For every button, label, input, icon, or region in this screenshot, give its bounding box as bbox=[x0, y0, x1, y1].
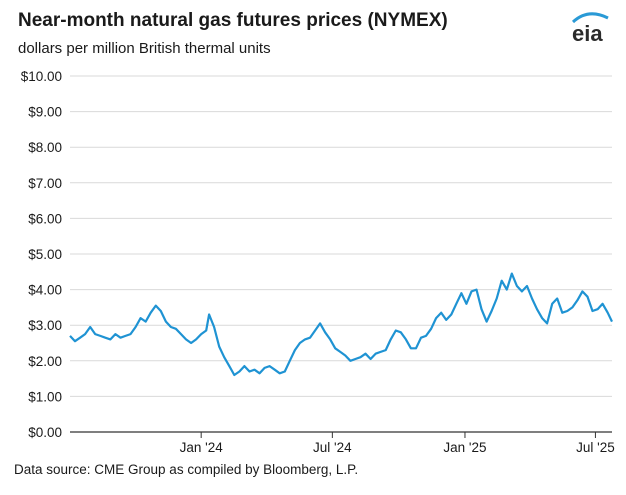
y-tick-label: $10.00 bbox=[21, 69, 62, 84]
eia-logo-text: eia bbox=[572, 21, 603, 46]
x-tick-label: Jan '25 bbox=[443, 440, 486, 455]
y-tick-label: $6.00 bbox=[28, 211, 62, 226]
data-source-note: Data source: CME Group as compiled by Bl… bbox=[14, 462, 359, 477]
x-axis: Jan '24 Jul '24 Jan '25 Jul '25 bbox=[70, 431, 615, 455]
y-tick-label: $5.00 bbox=[28, 247, 62, 262]
y-tick-label: $8.00 bbox=[28, 140, 62, 155]
gridlines bbox=[70, 75, 612, 397]
x-tick-label: Jan '24 bbox=[180, 440, 224, 455]
price-series-line bbox=[69, 272, 613, 377]
eia-logo: eia bbox=[571, 12, 609, 46]
y-axis-ticks: $0.00 $1.00 $2.00 $3.00 $4.00 $5.00 $6.00 $7.00… bbox=[21, 69, 62, 440]
x-tick-label: Jul '25 bbox=[576, 440, 615, 455]
series-layer bbox=[69, 272, 613, 377]
y-tick-label: $2.00 bbox=[28, 354, 62, 369]
chart-subtitle: dollars per million British thermal unit… bbox=[18, 40, 271, 57]
chart-title: Near-month natural gas futures prices (N… bbox=[18, 10, 448, 31]
y-tick-label: $0.00 bbox=[28, 425, 62, 440]
y-tick-label: $1.00 bbox=[28, 389, 62, 404]
x-tick-label: Jul '24 bbox=[313, 440, 352, 455]
eia-logo-arc bbox=[571, 12, 609, 24]
y-tick-label: $9.00 bbox=[28, 105, 62, 120]
y-tick-label: $7.00 bbox=[28, 176, 62, 191]
y-tick-label: $3.00 bbox=[28, 318, 62, 333]
y-tick-label: $4.00 bbox=[28, 283, 62, 298]
